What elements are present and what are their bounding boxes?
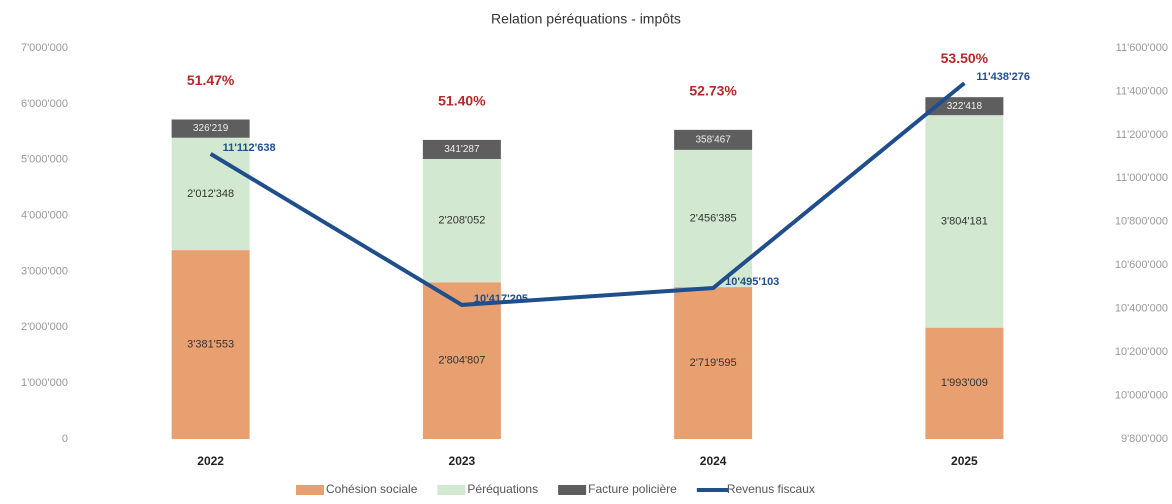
bar-segment [925, 115, 1004, 328]
y2-tick-label: 10'400'000 [1115, 303, 1168, 315]
y-tick-label: 0 [62, 433, 68, 445]
value-label: 2'804'807 [438, 355, 485, 367]
y-tick-label: 1'000'000 [21, 377, 68, 389]
y2-tick-label: 10'000'000 [1115, 389, 1168, 401]
value-label: 2'719'595 [690, 357, 737, 369]
legend-swatch [296, 485, 324, 495]
bar-segment [422, 158, 501, 283]
line-label: 11'438'276 [976, 71, 1030, 83]
y2-tick-label: 10'200'000 [1115, 346, 1168, 358]
y2-tick-label: 9'800'000 [1121, 433, 1168, 445]
y2-tick-label: 10'600'000 [1115, 259, 1168, 271]
x-tick-label: 2024 [700, 454, 727, 468]
bar-segment [674, 149, 753, 288]
y2-tick-label: 11'000'000 [1116, 172, 1168, 184]
x-tick-label: 2022 [197, 454, 224, 468]
y2-tick-label: 11'200'000 [1116, 129, 1168, 141]
value-label: 358'467 [695, 135, 731, 146]
y-tick-label: 5'000'000 [21, 154, 68, 166]
bar-segment [422, 282, 501, 439]
legend-label: Revenus fiscaux [727, 482, 815, 496]
value-label: 326'219 [193, 123, 229, 134]
legend-swatch [558, 485, 587, 495]
annotation: 52.73% [689, 83, 737, 99]
x-tick-label: 2025 [951, 454, 978, 468]
line-label: 10'495'103 [725, 276, 779, 288]
legend-label: Cohésion sociale [326, 482, 418, 496]
annotation: 53.50% [941, 50, 989, 66]
value-label: 341'287 [444, 144, 480, 155]
bar-segment [171, 250, 250, 439]
value-label: 3'804'181 [941, 215, 988, 227]
annotation: 51.40% [438, 93, 486, 109]
y-tick-label: 6'000'000 [21, 98, 68, 110]
legend-label: Facture policière [588, 482, 677, 496]
value-label: 322'418 [947, 101, 983, 112]
y2-tick-label: 11'600'000 [1116, 42, 1168, 54]
y-tick-label: 3'000'000 [21, 265, 68, 277]
line-series [209, 81, 966, 307]
x-tick-label: 2023 [449, 454, 476, 468]
bar-segment [925, 327, 1004, 439]
value-label: 3'381'553 [187, 338, 234, 350]
bar-segment [171, 119, 250, 138]
bar-segment [171, 137, 250, 251]
y2-tick-label: 11'400'000 [1116, 85, 1168, 97]
bar-segment [674, 129, 753, 150]
line-label: 10'417'205 [474, 293, 528, 305]
annotation: 51.47% [187, 72, 235, 88]
value-label: 2'012'348 [187, 188, 234, 200]
value-label: 2'456'385 [690, 212, 737, 224]
value-label: 2'208'052 [438, 215, 485, 227]
bar-segment [925, 97, 1004, 116]
value-label: 1'993'009 [941, 377, 988, 389]
legend-label: Péréquations [467, 482, 538, 496]
y2-tick-label: 10'800'000 [1115, 216, 1168, 228]
bar-segment [674, 287, 753, 439]
y-tick-label: 4'000'000 [21, 209, 68, 221]
legend-swatch [437, 485, 466, 495]
chart-title: Relation péréquations - impôts [491, 11, 681, 27]
line-label: 11'112'638 [223, 142, 276, 154]
y-tick-label: 2'000'000 [21, 321, 68, 333]
bar-segment [422, 139, 501, 159]
y-tick-label: 7'000'000 [21, 42, 68, 54]
